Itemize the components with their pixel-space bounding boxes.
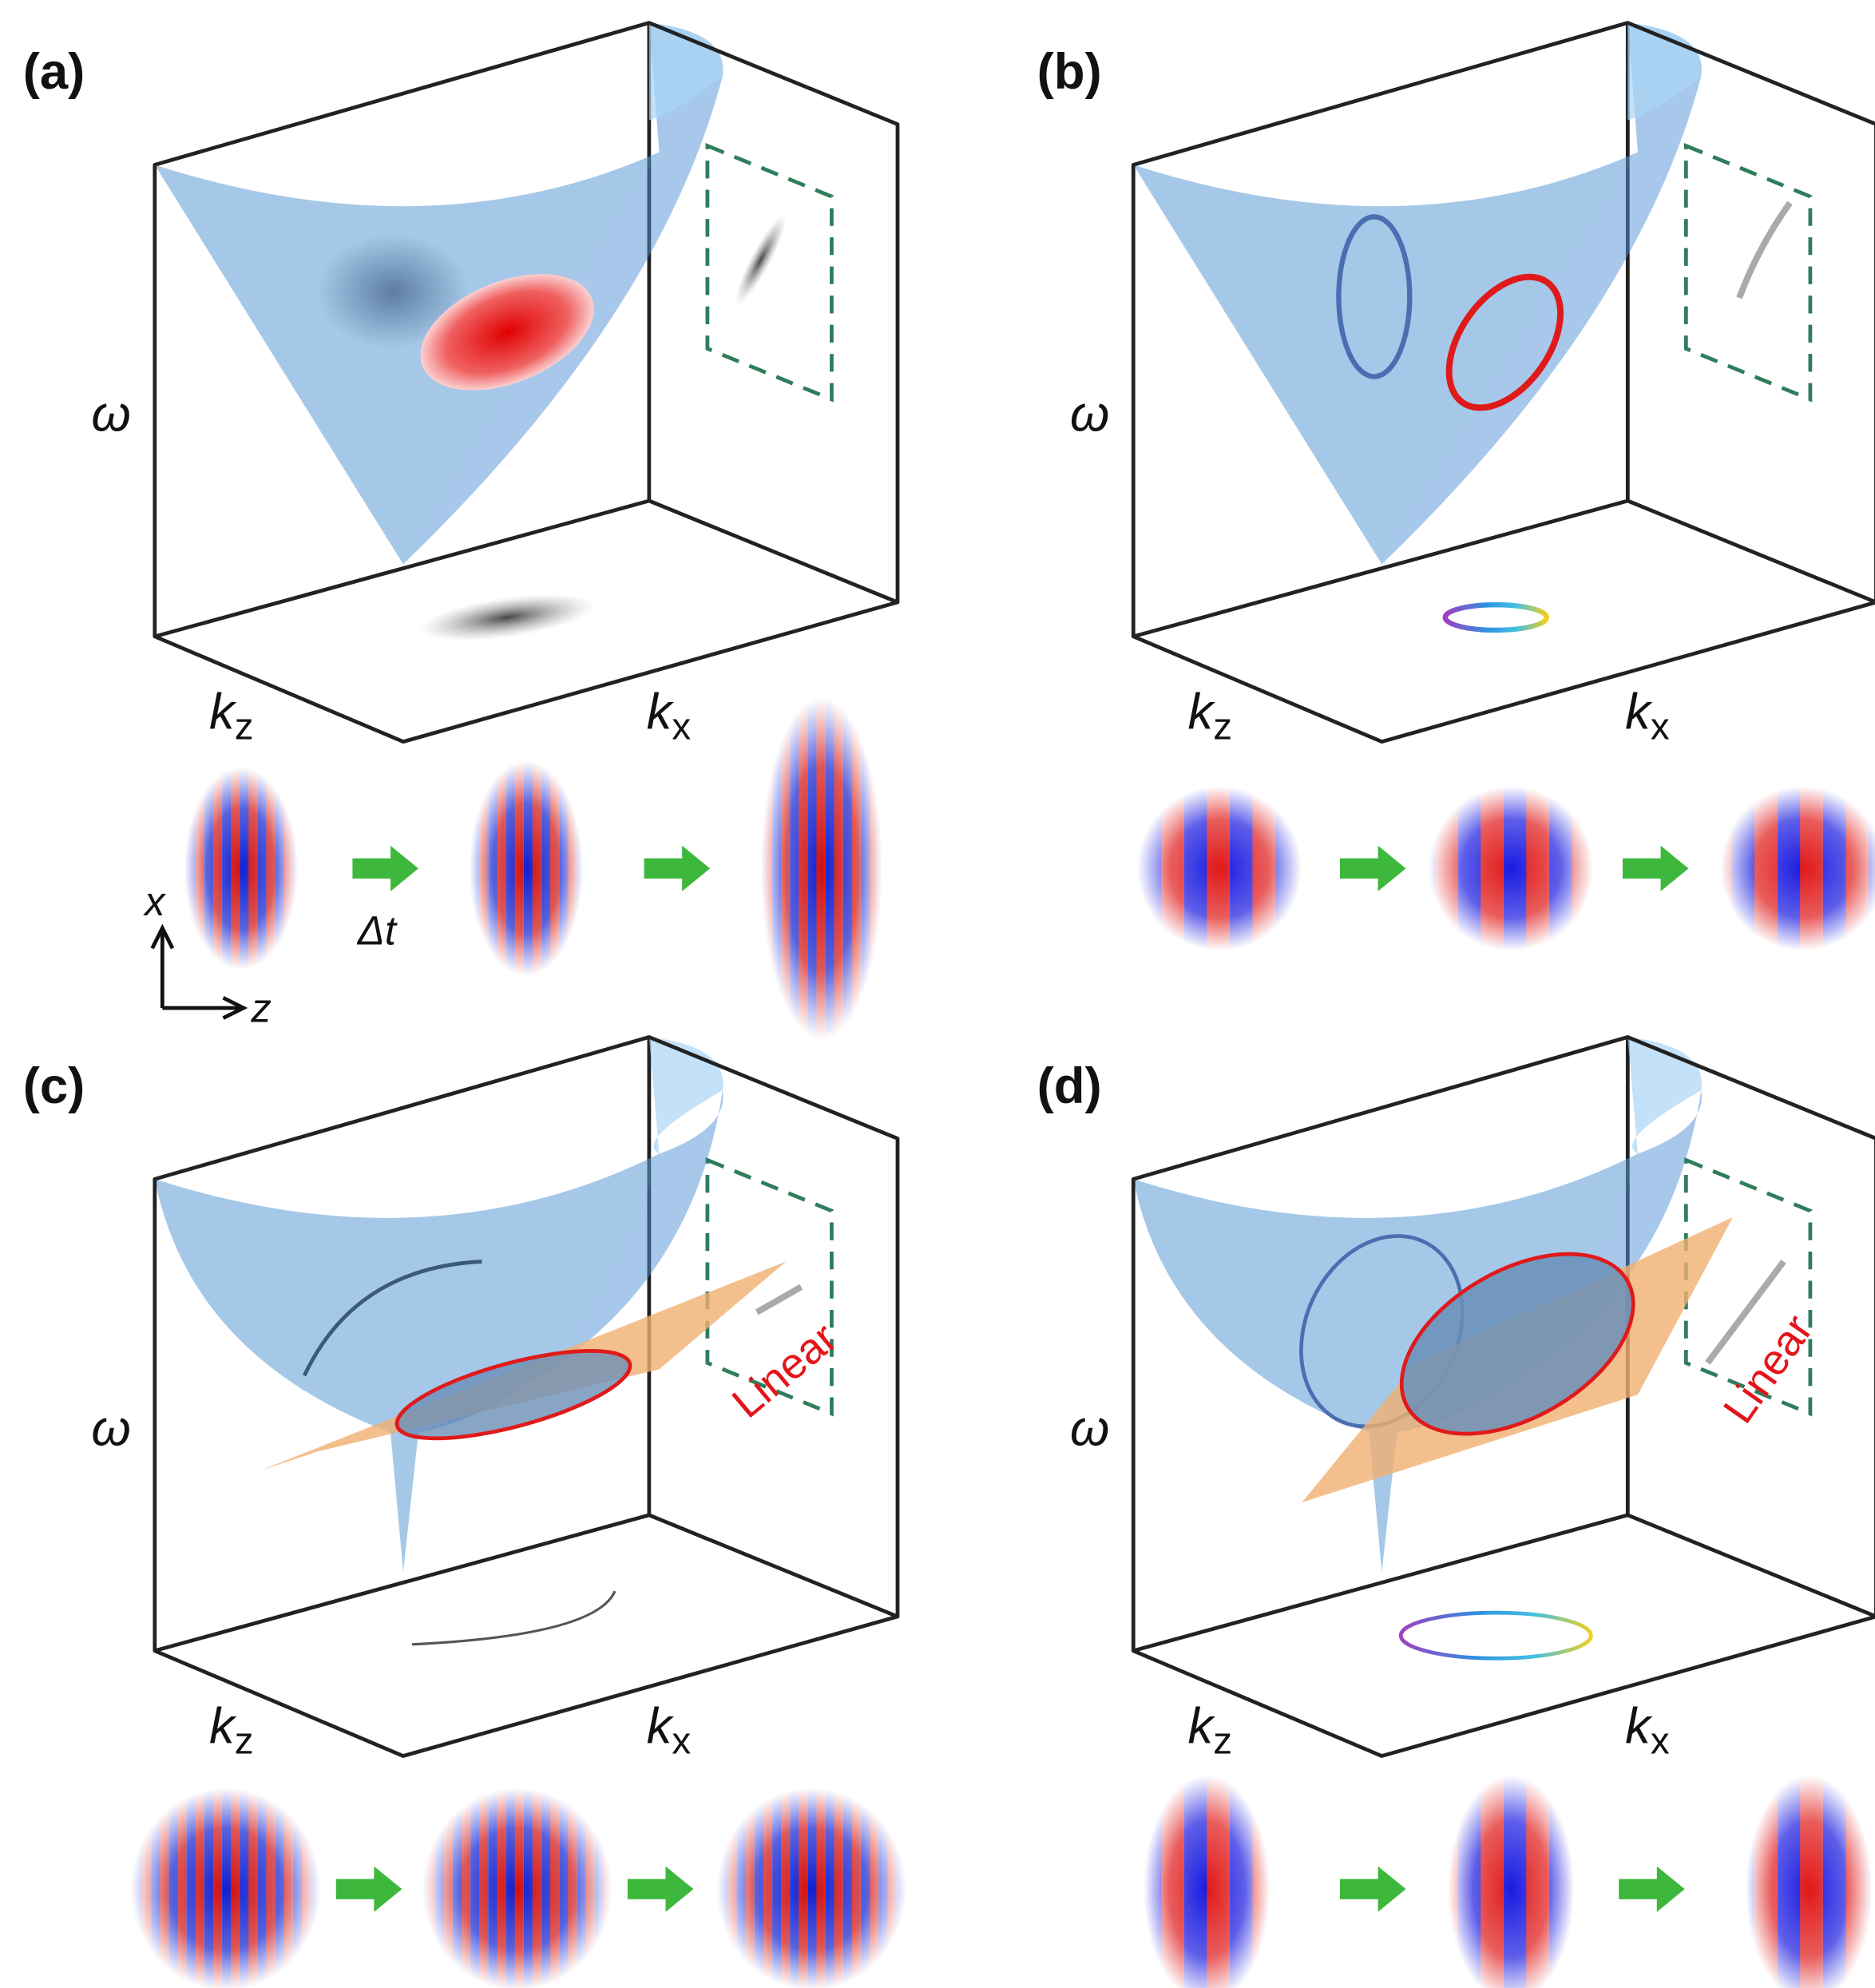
- x-axis-label: x: [142, 879, 166, 924]
- panel-a: (a) ω kz kx x z Δt: [23, 23, 898, 1040]
- panel-label: (a): [23, 44, 85, 100]
- field: [469, 760, 584, 977]
- projection: [1705, 1260, 1786, 1365]
- kx-label: kx: [1625, 1699, 1670, 1763]
- kz-label: kz: [1188, 684, 1233, 748]
- field: [1143, 1775, 1270, 1988]
- z-axis-label: z: [250, 985, 271, 1030]
- field: [1447, 1775, 1575, 1988]
- projection: [418, 593, 596, 641]
- kx-label: kx: [647, 1699, 692, 1763]
- kx-label: kx: [647, 684, 692, 748]
- omega-label: ω: [91, 387, 130, 442]
- step-label: Δt: [357, 908, 398, 954]
- annotation: Linear: [1714, 1306, 1822, 1431]
- field: [422, 1788, 612, 1988]
- field: [184, 767, 299, 970]
- panel-label: (c): [23, 1058, 85, 1114]
- ring: [394, 1349, 632, 1441]
- field: [1745, 1775, 1873, 1988]
- field: [1429, 786, 1594, 951]
- panel-label: (d): [1037, 1058, 1102, 1114]
- kx-label: kx: [1625, 684, 1670, 748]
- projection: [411, 1590, 616, 1646]
- field: [716, 1788, 907, 1988]
- annotation: Linear: [723, 1314, 846, 1427]
- blob: [316, 234, 470, 349]
- kz-label: kz: [209, 684, 254, 748]
- field: [130, 1788, 321, 1988]
- omega-label: ω: [91, 1401, 130, 1457]
- projection: [1442, 602, 1549, 633]
- ring: [1336, 214, 1413, 379]
- projection: [755, 1284, 803, 1315]
- axes-arrows: [150, 923, 248, 1020]
- ring: [1445, 273, 1564, 411]
- field: [1720, 786, 1875, 951]
- panel-c: Linear (c) ω kz kx: [23, 1037, 907, 1988]
- panel-label: (b): [1037, 44, 1102, 100]
- omega-label: ω: [1070, 387, 1109, 442]
- ring: [302, 1260, 482, 1377]
- omega-label: ω: [1070, 1401, 1109, 1457]
- kz-label: kz: [209, 1699, 254, 1763]
- wavepacket: [420, 274, 594, 391]
- kz-label: kz: [1188, 1699, 1233, 1763]
- projection: [1398, 1610, 1593, 1661]
- field: [1137, 786, 1302, 951]
- panel-d: Linear (d) ω kz kx: [1037, 1037, 1875, 1988]
- field: [760, 697, 882, 1040]
- panel-b: (b) ω kz kx: [1037, 23, 1875, 951]
- ring: [1399, 1252, 1635, 1436]
- projection: [1736, 200, 1793, 300]
- projection: [735, 215, 787, 305]
